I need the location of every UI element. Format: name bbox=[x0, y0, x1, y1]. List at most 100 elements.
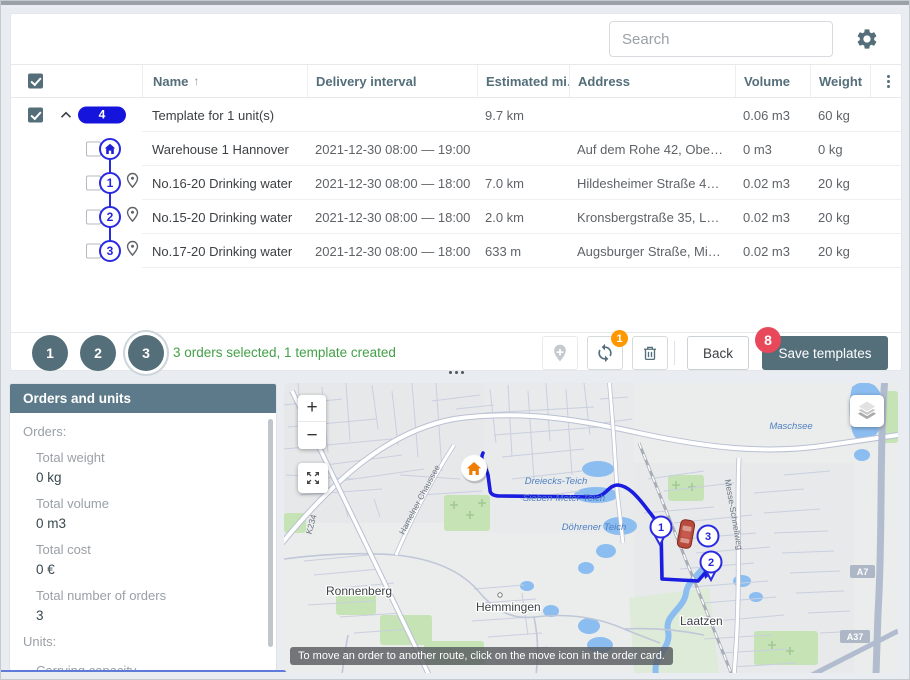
column-menu-cell bbox=[870, 65, 901, 97]
back-button[interactable]: Back bbox=[687, 336, 749, 370]
orders-table-card: Name↑ Delivery interval Estimated mi… Ad… bbox=[10, 13, 902, 371]
cell-name: No.15-20 Drinking water bbox=[142, 210, 307, 225]
panel-bottom-accent bbox=[1, 670, 293, 672]
window-top-strip bbox=[1, 1, 909, 5]
cell-name: Template for 1 unit(s) bbox=[142, 108, 307, 123]
home-icon bbox=[104, 143, 116, 155]
stop-number-marker: 1 bbox=[99, 172, 121, 194]
units-group-label: Units: bbox=[23, 634, 56, 649]
table-row-order[interactable]: 3 No.17-20 Drinking water 2021-12-30 08:… bbox=[11, 234, 901, 268]
total-weight-label: Total weight bbox=[36, 450, 105, 465]
map-zoom-control: + − bbox=[298, 395, 326, 449]
cell-volume: 0.02 m3 bbox=[735, 176, 810, 191]
zoom-in-button[interactable]: + bbox=[298, 395, 326, 422]
app-window: Name↑ Delivery interval Estimated mi… Ad… bbox=[0, 0, 910, 680]
map-canvas[interactable]: Maschsee Dreiecks-Teich Sieben-Meter-Tei… bbox=[284, 383, 898, 673]
map-hint-tooltip: To move an order to another route, click… bbox=[290, 647, 673, 665]
map-marker-3[interactable]: 3 bbox=[698, 526, 719, 547]
select-all-checkbox[interactable] bbox=[28, 74, 43, 89]
cell-interval: 2021-12-30 08:00 — 18:00 bbox=[307, 210, 477, 225]
cell-estimated: 633 m bbox=[477, 244, 569, 259]
cell-weight: 20 kg bbox=[810, 210, 870, 225]
map-layers-button[interactable] bbox=[850, 395, 884, 427]
search-box bbox=[609, 21, 833, 57]
fullscreen-icon bbox=[305, 470, 321, 486]
location-pin-icon bbox=[126, 207, 139, 228]
svg-text:Sieben-Meter-Teich: Sieben-Meter-Teich bbox=[523, 493, 605, 504]
svg-text:Döhrener Teich: Döhrener Teich bbox=[562, 522, 627, 533]
table-header-row: Name↑ Delivery interval Estimated mi… Ad… bbox=[11, 64, 901, 98]
table-row-template[interactable]: 4 Template for 1 unit(s) 9.7 km 0.06 m3 … bbox=[11, 98, 901, 132]
warehouse-home-marker bbox=[99, 138, 121, 160]
map-container: Maschsee Dreiecks-Teich Sieben-Meter-Tei… bbox=[284, 383, 898, 673]
split-drag-handle[interactable] bbox=[441, 371, 471, 374]
toolbar-divider bbox=[674, 341, 675, 365]
column-header-name[interactable]: Name↑ bbox=[142, 65, 307, 97]
fullscreen-button[interactable] bbox=[298, 463, 328, 493]
cell-address: Kronsbergstraße 35, L… bbox=[569, 210, 735, 225]
table-row-warehouse[interactable]: Warehouse 1 Hannover 2021-12-30 08:00 — … bbox=[11, 132, 901, 166]
svg-text:A7: A7 bbox=[857, 567, 869, 577]
total-cost-label: Total cost bbox=[36, 542, 91, 557]
column-header-address[interactable]: Address bbox=[569, 65, 735, 97]
step-3-button[interactable]: 3 bbox=[128, 335, 164, 371]
row-checkbox[interactable] bbox=[28, 108, 43, 123]
wizard-toolbar: 1 2 3 3 orders selected, 1 template crea… bbox=[11, 332, 901, 371]
panel-scrollbar[interactable] bbox=[268, 419, 273, 647]
cell-address: Augsburger Straße, Mi… bbox=[569, 244, 735, 259]
cell-name: No.16-20 Drinking water bbox=[142, 176, 307, 191]
location-pin-icon bbox=[126, 173, 139, 194]
cell-volume: 0 m3 bbox=[735, 142, 810, 157]
search-input[interactable] bbox=[610, 31, 825, 48]
step-2-button[interactable]: 2 bbox=[80, 335, 116, 371]
total-weight-value: 0 kg bbox=[36, 470, 62, 485]
cell-address: Hildesheimer Straße 4… bbox=[569, 176, 735, 191]
cell-weight: 20 kg bbox=[810, 244, 870, 259]
layers-icon bbox=[856, 401, 878, 421]
cell-name: Warehouse 1 Hannover bbox=[142, 142, 307, 157]
svg-text:Laatzen: Laatzen bbox=[680, 614, 723, 628]
cell-weight: 60 kg bbox=[810, 108, 870, 123]
column-header-delivery[interactable]: Delivery interval bbox=[307, 65, 477, 97]
orders-group-label: Orders: bbox=[23, 424, 66, 439]
svg-text:A37: A37 bbox=[847, 632, 864, 642]
table-row-order[interactable]: 2 No.15-20 Drinking water 2021-12-30 08:… bbox=[11, 200, 901, 234]
cell-interval: 2021-12-30 08:00 — 19:00 bbox=[307, 142, 477, 157]
trash-icon bbox=[641, 344, 659, 362]
settings-gear-icon[interactable] bbox=[855, 27, 879, 51]
cell-volume: 0.02 m3 bbox=[735, 244, 810, 259]
cell-interval: 2021-12-30 08:00 — 18:00 bbox=[307, 244, 477, 259]
add-location-icon bbox=[550, 343, 570, 363]
cell-name: No.17-20 Drinking water bbox=[142, 244, 307, 259]
column-header-weight[interactable]: Weight bbox=[810, 65, 870, 97]
column-settings-icon[interactable] bbox=[887, 75, 890, 88]
table-row-order[interactable]: 1 No.16-20 Drinking water 2021-12-30 08:… bbox=[11, 166, 901, 200]
sync-icon bbox=[595, 343, 615, 363]
column-header-volume[interactable]: Volume bbox=[735, 65, 810, 97]
zoom-out-button[interactable]: − bbox=[298, 422, 326, 449]
cell-estimated: 2.0 km bbox=[477, 210, 569, 225]
step-1-button[interactable]: 1 bbox=[32, 335, 68, 371]
svg-text:Dreiecks-Teich: Dreiecks-Teich bbox=[525, 476, 587, 487]
svg-text:Hemmingen: Hemmingen bbox=[476, 600, 541, 614]
collapse-caret-icon[interactable] bbox=[60, 106, 72, 124]
total-orders-value: 3 bbox=[36, 608, 44, 623]
total-volume-label: Total volume bbox=[36, 496, 109, 511]
panel-title: Orders and units bbox=[10, 384, 276, 413]
total-volume-value: 0 m3 bbox=[36, 516, 66, 531]
cell-address: Auf dem Rohe 42, Obe… bbox=[569, 142, 735, 157]
refresh-count-badge: 1 bbox=[611, 330, 628, 347]
total-orders-label: Total number of orders bbox=[36, 588, 166, 603]
save-count-badge: 8 bbox=[755, 327, 781, 353]
column-header-estimated[interactable]: Estimated mi… bbox=[477, 65, 569, 97]
orders-count-badge: 4 bbox=[78, 107, 126, 124]
location-pin-icon bbox=[126, 241, 139, 262]
assign-unit-button[interactable] bbox=[542, 336, 578, 370]
total-cost-value: 0 € bbox=[36, 562, 55, 577]
svg-text:3: 3 bbox=[705, 531, 711, 543]
svg-text:2: 2 bbox=[708, 557, 714, 569]
refresh-routes-button[interactable]: 1 bbox=[587, 336, 623, 370]
delete-button[interactable] bbox=[632, 336, 668, 370]
table-header-bar bbox=[11, 14, 901, 64]
status-message: 3 orders selected, 1 template created bbox=[173, 333, 396, 371]
